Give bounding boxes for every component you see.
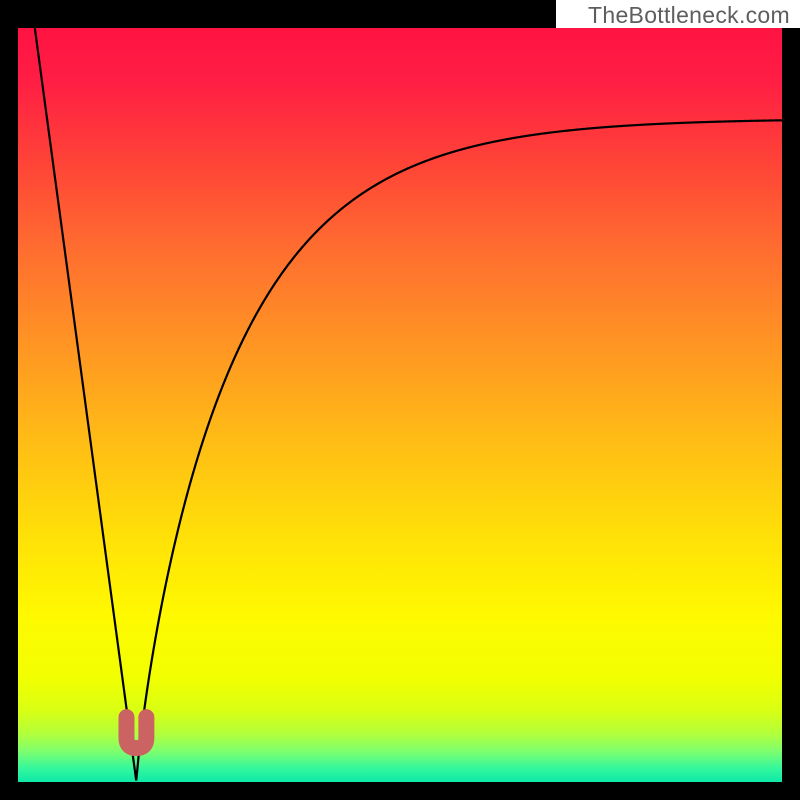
gradient-background [18,28,782,782]
chart-container: TheBottleneck.com [0,0,800,800]
border-right [782,0,800,800]
bottleneck-chart-svg [0,0,800,800]
border-left [0,0,18,800]
watermark-text: TheBottleneck.com [588,2,790,29]
border-bottom [0,782,800,800]
